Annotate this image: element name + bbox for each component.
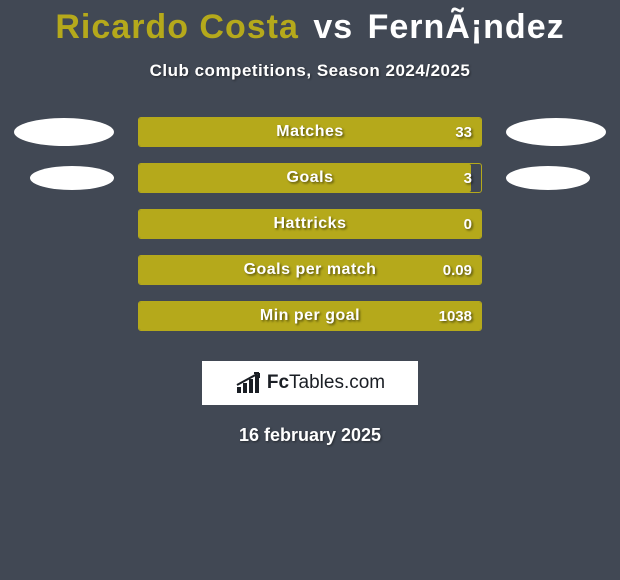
stat-bar: Matches33 — [138, 117, 482, 147]
stat-row: Hattricks0 — [0, 201, 620, 247]
title-vs: vs — [313, 8, 353, 46]
stat-bar: Goals per match0.09 — [138, 255, 482, 285]
subtitle: Club competitions, Season 2024/2025 — [0, 61, 620, 81]
stat-row: Matches33 — [0, 109, 620, 155]
player1-ellipse — [14, 118, 114, 146]
stat-row: Goals per match0.09 — [0, 247, 620, 293]
bar-fill-player1 — [139, 210, 481, 238]
player2-ellipse — [506, 166, 590, 190]
player2-ellipse — [506, 118, 606, 146]
logo-suffix: Tables.com — [289, 372, 385, 393]
stat-bar: Min per goal1038 — [138, 301, 482, 331]
logo-text: FcTables.com — [267, 372, 385, 394]
stat-row: Goals3 — [0, 155, 620, 201]
stat-bar: Goals3 — [138, 163, 482, 193]
bar-fill-player1 — [139, 256, 481, 284]
bar-fill-player1 — [139, 302, 481, 330]
logo-prefix: Fc — [267, 372, 289, 393]
comparison-title: Ricardo Costa vs FernÃ¡ndez — [0, 0, 620, 53]
player1-name: Ricardo Costa — [55, 8, 299, 46]
date-line: 16 february 2025 — [0, 425, 620, 446]
bar-fill-player1 — [139, 164, 471, 192]
player1-ellipse — [30, 166, 114, 190]
player2-name: FernÃ¡ndez — [368, 8, 565, 46]
bar-chart-arrow-icon — [235, 371, 263, 395]
bar-fill-player1 — [139, 118, 481, 146]
stat-bar: Hattricks0 — [138, 209, 482, 239]
stat-rows: Matches33 Goals3 Hattricks0 Goals per match… — [0, 109, 620, 339]
stat-row: Min per goal1038 — [0, 293, 620, 339]
fctables-logo[interactable]: FcTables.com — [202, 361, 418, 405]
